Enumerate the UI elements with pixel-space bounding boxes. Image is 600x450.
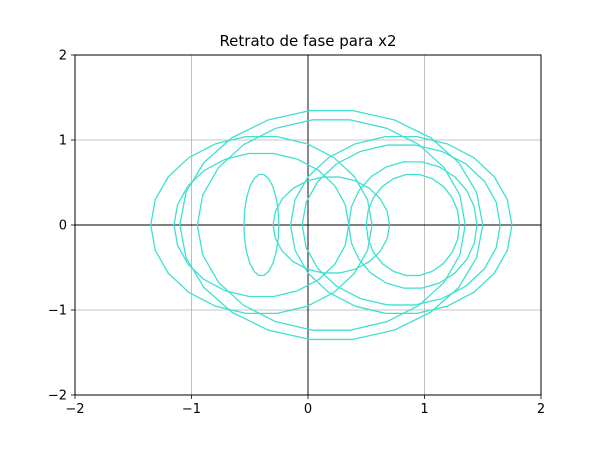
x-tick-label-0: −2 — [65, 402, 84, 417]
x-tick-label-1: −1 — [182, 402, 201, 417]
y-tick-label-1: −1 — [48, 304, 67, 319]
trajectory-2 — [150, 136, 373, 314]
zero-axes — [75, 55, 541, 395]
trajectory-3 — [272, 176, 391, 274]
x-tick-label-4: 2 — [537, 402, 545, 417]
y-tick-label-4: 2 — [59, 49, 67, 64]
trajectory-0 — [243, 173, 280, 277]
trajectory-7 — [348, 161, 478, 289]
axis-ticks — [71, 54, 542, 399]
trajectory-1 — [173, 152, 350, 298]
y-tick-labels: −2 −1 0 1 2 — [48, 49, 67, 404]
trajectory-4 — [196, 119, 466, 331]
chart-title: Retrato de fase para x2 — [219, 32, 396, 50]
trajectory-5 — [179, 109, 484, 341]
trajectories — [150, 109, 513, 341]
y-tick-label-3: 1 — [59, 134, 67, 149]
trajectory-8 — [301, 144, 501, 306]
x-tick-label-3: 1 — [420, 402, 428, 417]
trajectory-9 — [289, 136, 513, 314]
y-tick-label-2: 0 — [59, 219, 67, 234]
x-tick-labels: −2 −1 0 1 2 — [65, 402, 545, 417]
y-tick-label-0: −2 — [48, 389, 67, 404]
trajectory-6 — [365, 173, 461, 277]
x-tick-label-2: 0 — [304, 402, 312, 417]
